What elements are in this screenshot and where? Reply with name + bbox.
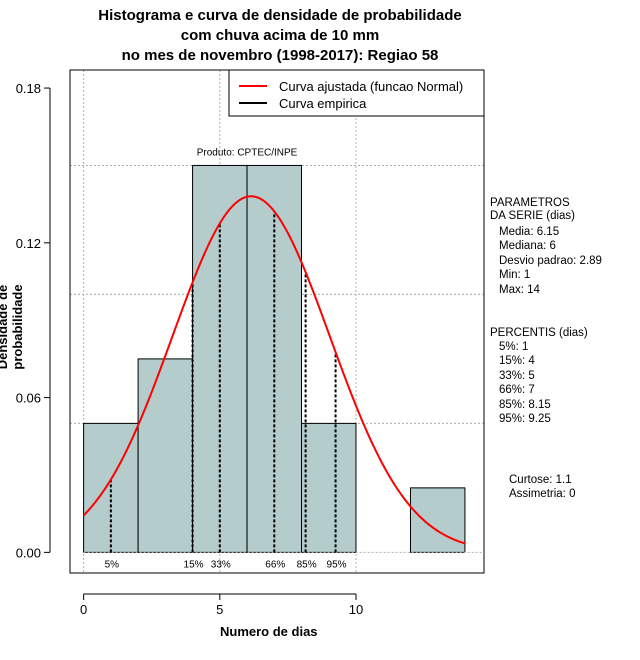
normal-curve-line (82, 195, 466, 545)
percentis-header: PERCENTIS (dias) (490, 327, 588, 339)
params-max: Max: 14 (499, 284, 540, 296)
y-tick-label-1: 0.06 (16, 391, 41, 406)
percentil-85: 85%: 8.15 (499, 399, 551, 411)
histogram-bar-4 (301, 422, 357, 553)
percentile-label-85: 85% (297, 559, 317, 570)
percentil-15: 15%: 4 (499, 355, 535, 367)
percentile-label-95: 95% (327, 559, 347, 570)
percentil-66: 66%: 7 (499, 384, 535, 396)
legend-label-0: Curva ajustada (funcao Normal) (279, 79, 463, 94)
histogram-bar-1 (137, 358, 194, 553)
percentile-label-33: 33% (211, 559, 231, 570)
y-axis-label: Densidade de probabilidade (0, 284, 25, 370)
x-tick-label-2: 10 (349, 602, 363, 617)
percentil-5: 5%: 1 (499, 341, 529, 353)
params-desvio: Desvio padrao: 2.89 (499, 255, 602, 267)
y-tick-label-3: 0.18 (16, 81, 41, 96)
annotation-produto: Produto: CPTEC/INPE (197, 147, 298, 158)
y-tick-label-0: 0.00 (16, 545, 41, 560)
histogram-bar-6 (409, 487, 466, 553)
params-header-2: DA SERIE (dias) (490, 210, 575, 222)
percentile-label-66: 66% (265, 559, 285, 570)
x-tick-label-1: 5 (216, 602, 223, 617)
histogram-bar-3 (246, 164, 303, 553)
curtose-value: Curtose: 1.1 (509, 474, 572, 486)
chart-title-line-1: Histograma e curva de densidade de proba… (98, 7, 462, 24)
x-axis-label: Numero de dias (220, 624, 318, 639)
x-tick-label-0: 0 (80, 602, 87, 617)
params-media: Media: 6.15 (499, 226, 560, 238)
percentil-33: 33%: 5 (499, 370, 535, 382)
legend-box (228, 69, 485, 117)
chart-title-line-3: no mes de novembro (1998-2017): Regiao 5… (121, 47, 439, 64)
params-header-1: PARAMETROS (490, 197, 570, 209)
percentil-95: 95%: 9.25 (499, 413, 551, 425)
percentile-label-5: 5% (105, 559, 120, 570)
params-mediana: Mediana: 6 (499, 240, 556, 252)
chart-title-line-2: com chuva acima de 10 mm (180, 27, 380, 44)
percentile-label-15: 15% (184, 559, 204, 570)
legend-label-1: Curva empirica (279, 96, 367, 111)
assimetria-value: Assimetria: 0 (509, 488, 576, 500)
params-min: Min: 1 (499, 269, 531, 281)
y-tick-label-2: 0.12 (16, 236, 41, 251)
